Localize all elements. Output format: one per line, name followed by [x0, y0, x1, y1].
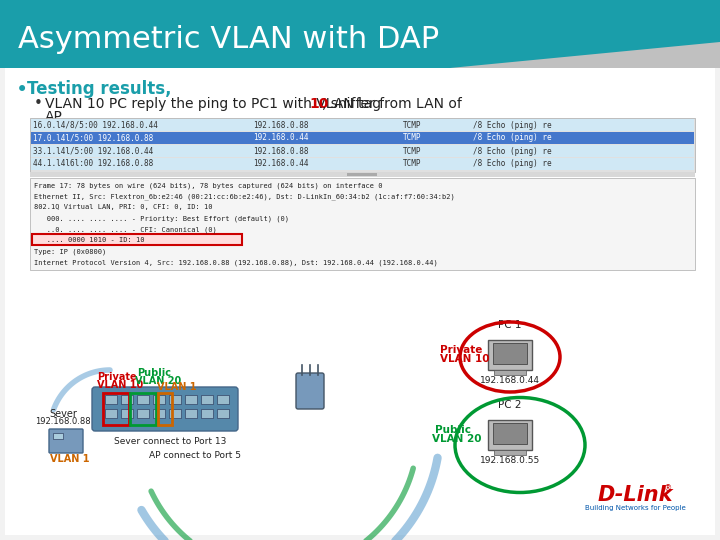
FancyBboxPatch shape [32, 234, 242, 245]
FancyBboxPatch shape [121, 409, 133, 418]
FancyBboxPatch shape [217, 395, 229, 404]
FancyBboxPatch shape [201, 409, 213, 418]
FancyBboxPatch shape [494, 370, 526, 375]
Text: TCMP: TCMP [403, 133, 421, 143]
Text: /8 Echo (ping) re: /8 Echo (ping) re [473, 146, 552, 156]
FancyBboxPatch shape [30, 172, 695, 177]
FancyBboxPatch shape [49, 429, 83, 453]
FancyBboxPatch shape [493, 343, 527, 364]
Text: VLAN 10 PC reply the ping to PC1 with VLAN tag: VLAN 10 PC reply the ping to PC1 with VL… [45, 97, 385, 111]
Text: D-Link: D-Link [598, 485, 672, 505]
FancyBboxPatch shape [153, 409, 165, 418]
Text: Public: Public [435, 425, 471, 435]
Text: 192.168.0.88: 192.168.0.88 [253, 120, 308, 130]
Text: VLAN 10: VLAN 10 [440, 354, 490, 364]
FancyBboxPatch shape [488, 420, 532, 450]
Text: AP: AP [45, 110, 63, 124]
Text: 10: 10 [309, 97, 328, 111]
Text: 192.168.0.55: 192.168.0.55 [480, 456, 540, 465]
FancyBboxPatch shape [31, 132, 694, 144]
Text: •: • [16, 80, 28, 100]
Text: /8 Echo (ping) re: /8 Echo (ping) re [473, 133, 552, 143]
Text: 192.168.0.88: 192.168.0.88 [253, 146, 308, 156]
FancyBboxPatch shape [493, 423, 527, 444]
FancyBboxPatch shape [30, 178, 695, 270]
Text: Frame 17: 78 bytes on wire (624 bits), 78 bytes captured (624 bits) on interface: Frame 17: 78 bytes on wire (624 bits), 7… [34, 183, 382, 189]
Text: VLAN 1: VLAN 1 [50, 454, 89, 464]
FancyBboxPatch shape [121, 395, 133, 404]
FancyBboxPatch shape [201, 395, 213, 404]
Text: 802.1Q Virtual LAN, PRI: 0, CFI: 0, ID: 10: 802.1Q Virtual LAN, PRI: 0, CFI: 0, ID: … [34, 205, 212, 211]
Polygon shape [450, 42, 720, 68]
Text: VLAN 10: VLAN 10 [97, 380, 143, 390]
FancyBboxPatch shape [31, 145, 694, 157]
FancyBboxPatch shape [105, 409, 117, 418]
Text: , sniffer from LAN of: , sniffer from LAN of [322, 97, 462, 111]
Text: 33.1.l4l/5:00 192.168.0.44: 33.1.l4l/5:00 192.168.0.44 [33, 146, 153, 156]
Text: 192.168.0.44: 192.168.0.44 [253, 159, 308, 168]
Text: PC 2: PC 2 [498, 400, 522, 410]
Text: 44.1.l4l6l:00 192.168.0.88: 44.1.l4l6l:00 192.168.0.88 [33, 159, 153, 168]
Text: /8 Echo (ping) re: /8 Echo (ping) re [473, 159, 552, 168]
FancyBboxPatch shape [92, 387, 238, 431]
Text: TCMP: TCMP [403, 159, 421, 168]
FancyBboxPatch shape [169, 395, 181, 404]
Text: 17.0.l4l/5:00 192.168.0.88: 17.0.l4l/5:00 192.168.0.88 [33, 133, 153, 143]
Text: VLAN 1: VLAN 1 [157, 382, 197, 392]
Text: Public: Public [137, 368, 171, 378]
Text: Internet Protocol Version 4, Src: 192.168.0.88 (192.168.0.88), Dst: 192.168.0.44: Internet Protocol Version 4, Src: 192.16… [34, 259, 438, 266]
FancyBboxPatch shape [296, 373, 324, 409]
Text: PC 1: PC 1 [498, 320, 522, 330]
Text: Private: Private [440, 345, 482, 355]
Text: 16.0.l4/8/5:00 192.168.0.44: 16.0.l4/8/5:00 192.168.0.44 [33, 120, 158, 130]
FancyBboxPatch shape [153, 395, 165, 404]
FancyBboxPatch shape [488, 340, 532, 370]
Text: TCMP: TCMP [403, 146, 421, 156]
FancyBboxPatch shape [5, 5, 715, 535]
FancyBboxPatch shape [31, 158, 694, 170]
FancyBboxPatch shape [0, 0, 720, 68]
Text: 000. .... .... .... - Priority: Best Effort (default) (0): 000. .... .... .... - Priority: Best Eff… [34, 215, 289, 222]
Text: •: • [34, 96, 43, 111]
FancyBboxPatch shape [53, 433, 63, 439]
Text: 192.168.0.88: 192.168.0.88 [35, 417, 91, 426]
Text: /8 Echo (ping) re: /8 Echo (ping) re [473, 120, 552, 130]
Text: TCMP: TCMP [403, 120, 421, 130]
FancyBboxPatch shape [31, 119, 694, 131]
FancyBboxPatch shape [105, 395, 117, 404]
FancyBboxPatch shape [185, 409, 197, 418]
Text: 192.168.0.44: 192.168.0.44 [253, 133, 308, 143]
FancyBboxPatch shape [30, 118, 695, 172]
FancyBboxPatch shape [137, 395, 149, 404]
Text: Ethernet II, Src: Flextron_6b:e2:46 (00:21:cc:6b:e2:46), Dst: D-LinkIn_60:34:b2 : Ethernet II, Src: Flextron_6b:e2:46 (00:… [34, 193, 455, 200]
Text: ..0. .... .... .... - CFI: Canonical (0): ..0. .... .... .... - CFI: Canonical (0) [34, 226, 217, 233]
Text: .... 0000 1010 - ID: 10: .... 0000 1010 - ID: 10 [34, 238, 145, 244]
Text: Type: IP (0x0800): Type: IP (0x0800) [34, 248, 107, 255]
Text: Private: Private [97, 372, 137, 382]
FancyBboxPatch shape [347, 173, 377, 176]
Text: Testing results,: Testing results, [27, 80, 171, 98]
FancyBboxPatch shape [494, 450, 526, 455]
Text: VLAN 20: VLAN 20 [135, 376, 181, 386]
Text: AP connect to Port 5: AP connect to Port 5 [149, 451, 241, 461]
Text: Building Networks for People: Building Networks for People [585, 505, 685, 511]
Text: Sever connect to Port 13: Sever connect to Port 13 [114, 436, 226, 446]
FancyBboxPatch shape [137, 409, 149, 418]
FancyBboxPatch shape [217, 409, 229, 418]
Text: 192.168.0.44: 192.168.0.44 [480, 376, 540, 385]
Text: ®: ® [664, 484, 672, 494]
Text: Sever: Sever [49, 409, 77, 419]
FancyBboxPatch shape [185, 395, 197, 404]
Text: Asymmetric VLAN with DAP: Asymmetric VLAN with DAP [18, 25, 439, 55]
Text: VLAN 20: VLAN 20 [432, 434, 482, 444]
FancyBboxPatch shape [169, 409, 181, 418]
